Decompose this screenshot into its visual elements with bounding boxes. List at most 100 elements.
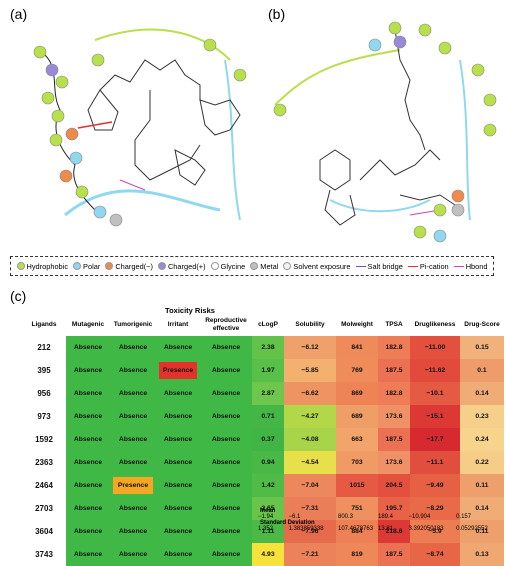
cell-ds: 0.1 [477,367,487,374]
legend-dot-icon [250,262,259,270]
table-cell: −5.85 [284,359,336,382]
table-cell: 173.6 [378,405,410,428]
sd-value: 13.81 [378,526,394,532]
cell-sol: −7.31 [301,505,319,512]
table-cell: Absence [110,405,156,428]
sd-label: Standard Deviation [260,520,315,526]
cell-ds: 0.14 [475,390,489,397]
legend-label: Polar [83,261,101,271]
cell-tum: Presence [113,477,153,494]
legend-dot-icon [157,262,166,270]
legend-item: Metal [250,262,278,271]
column-header: Ligands [31,321,57,328]
table-cell: 0.37 [252,428,284,451]
table-cell: Absence [110,359,156,382]
panel-label-b: (b) [268,6,286,22]
cell-mw: 884 [351,528,363,535]
table-cell: −11.62 [410,359,460,382]
table-cell: 1015 [336,474,378,497]
legend-line-icon [355,265,366,267]
cell-tum: Absence [118,436,148,443]
table-cell: 869 [336,382,378,405]
table-cell: 1.42 [252,474,284,497]
table-cell: 0.13 [460,543,504,566]
cell-sol: −6.62 [301,390,319,397]
legend-item: Pi-cation [407,262,449,271]
properties-table: Ligands Mutagenic Tumorigenic Irritant Repro… [22,314,504,566]
table-cell: 0.71 [252,405,284,428]
sd-value: 1.352 [258,526,274,532]
cell-sol: −7.04 [301,482,319,489]
table-cell: −6.12 [284,336,336,359]
cell-mut: Absence [73,367,103,374]
sd-value: 3.392050183 [408,526,444,532]
column-header: cLogP [258,321,278,328]
residue-nodes-a [33,38,287,227]
cell-sol: −7.96 [301,528,319,535]
legend-dot-icon [283,262,292,270]
table-cell: 1.11 [252,520,284,543]
table-cell: Absence [66,382,110,405]
mean-value: −10.904 [408,514,431,520]
table-cell: Absence [110,451,156,474]
cell-clogp: 2.38 [261,344,275,351]
cell-irr: Presence [159,362,197,379]
table-cell: Absence [156,520,200,543]
cell-rep: Absence [211,436,241,443]
cell-clogp: 1.42 [261,482,275,489]
table-cell: −7.31 [284,497,336,520]
legend-line-icon [453,265,464,267]
cell-mut: Absence [73,344,103,351]
table-cell: 1592 [22,428,66,451]
ligand-interaction-diagrams [33,21,497,243]
cell-rep: Absence [211,413,241,420]
cell-tpsa: 173.6 [385,413,403,420]
cell-mw: 751 [351,505,363,512]
mean-label: Mean [260,508,276,514]
table-cell: 218.6 [378,520,410,543]
table-cell: 187.5 [378,543,410,566]
cell-mut: Absence [73,482,103,489]
legend-label: Charged(+) [167,261,206,271]
table-cell: 212 [22,336,66,359]
table-cell: −7.04 [284,474,336,497]
legend-label: Solvent exposure [293,261,351,271]
cell-mw: 663 [351,436,363,443]
table-cell: 689 [336,405,378,428]
mean-value: −1.94 [258,514,274,520]
cell-clogp: 4.93 [261,551,275,558]
table-cell: Absence [156,451,200,474]
table-cell: −4.08 [284,428,336,451]
cell-dl: −11.62 [424,367,446,374]
table-cell: 187.5 [378,359,410,382]
table-cell: 0.24 [460,428,504,451]
cell-ligand: 956 [37,389,51,398]
table-cell: Absence [66,497,110,520]
table-cell: 4.93 [252,543,284,566]
cell-ds: 0.14 [475,505,489,512]
interaction-legend: Hydrophobic Polar Charged(−) Charged(+) Glyc… [10,256,494,276]
table-cell: 2.38 [252,336,284,359]
cell-dl: −8.74 [426,551,444,558]
cell-mut: Absence [73,459,103,466]
legend-line-icon [407,265,418,267]
cell-sol: −4.27 [301,413,319,420]
table-cell: 187.5 [378,428,410,451]
table-cell: Absence [156,497,200,520]
cell-rep: Absence [211,459,241,466]
cell-tum: Absence [118,528,148,535]
cell-ligand: 3743 [35,550,53,559]
mean-value: 189.4 [378,514,394,520]
legend-item: Hydrophobic [16,262,68,271]
table-cell: 3743 [22,543,66,566]
cell-mut: Absence [73,528,103,535]
legend-item: Hbond [453,262,487,271]
table-cell: −15.1 [410,405,460,428]
table-cell: 0.94 [252,451,284,474]
column-header: Solubility [295,321,325,328]
table-cell: Absence [200,359,252,382]
cell-dl: −8.29 [426,505,444,512]
cell-ds: 0.13 [475,551,489,558]
legend-label: Glycine [220,261,246,271]
toxicity-risks-header: Toxicity Risks [165,306,215,315]
